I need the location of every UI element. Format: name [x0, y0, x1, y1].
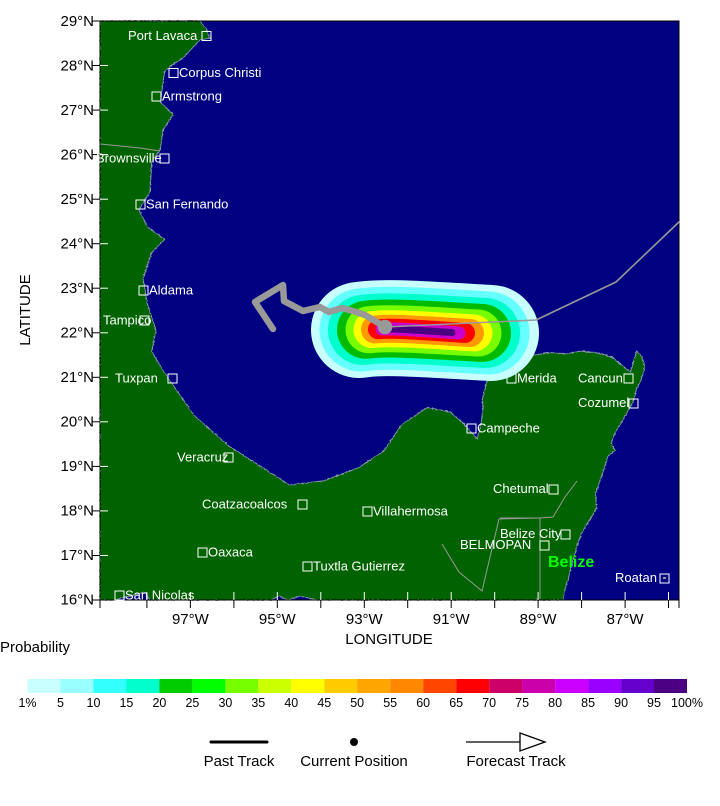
svg-text:Coatzacoalcos: Coatzacoalcos — [202, 497, 288, 512]
svg-text:San Nicolas: San Nicolas — [125, 588, 195, 603]
svg-text:20: 20 — [152, 696, 166, 710]
svg-text:27°N: 27°N — [60, 102, 94, 119]
svg-text:Cancun: Cancun — [578, 371, 623, 386]
svg-text:Chetumal: Chetumal — [493, 481, 549, 496]
svg-text:18°N: 18°N — [60, 503, 94, 520]
svg-text:26°N: 26°N — [60, 147, 94, 164]
svg-text:Tuxtla Gutierrez: Tuxtla Gutierrez — [313, 559, 405, 574]
svg-text:60: 60 — [416, 696, 430, 710]
svg-text:Current Position: Current Position — [300, 753, 408, 770]
svg-text:1%: 1% — [18, 696, 36, 710]
svg-text:15: 15 — [119, 696, 133, 710]
svg-text:55: 55 — [383, 696, 397, 710]
svg-text:22°N: 22°N — [60, 325, 94, 342]
svg-text:35: 35 — [251, 696, 265, 710]
svg-text:17°N: 17°N — [60, 547, 94, 564]
svg-text:Cozumel: Cozumel — [578, 395, 629, 410]
svg-text:89°W: 89°W — [520, 611, 558, 628]
svg-text:Port Lavaca: Port Lavaca — [128, 28, 198, 43]
svg-text:75: 75 — [515, 696, 529, 710]
svg-text:25°N: 25°N — [60, 191, 94, 208]
svg-text:Probability: Probability — [0, 639, 71, 656]
svg-text:Merida: Merida — [517, 371, 558, 386]
svg-text:93°W: 93°W — [346, 611, 384, 628]
svg-text:45: 45 — [317, 696, 331, 710]
svg-text:95: 95 — [647, 696, 661, 710]
svg-text:23°N: 23°N — [60, 280, 94, 297]
svg-text:LONGITUDE: LONGITUDE — [345, 631, 433, 648]
svg-text:16°N: 16°N — [60, 592, 94, 609]
svg-text:Brownsville: Brownsville — [96, 151, 162, 166]
svg-text:85: 85 — [581, 696, 595, 710]
svg-text:Belize: Belize — [548, 554, 594, 571]
svg-text:Villahermosa: Villahermosa — [373, 504, 449, 519]
svg-text:Veracruz: Veracruz — [177, 450, 228, 465]
svg-text:Aldama: Aldama — [149, 283, 194, 298]
svg-text:25: 25 — [185, 696, 199, 710]
svg-text:91°W: 91°W — [433, 611, 471, 628]
svg-text:70: 70 — [482, 696, 496, 710]
svg-text:80: 80 — [548, 696, 562, 710]
svg-text:BELMOPAN: BELMOPAN — [460, 537, 531, 552]
svg-text:19°N: 19°N — [60, 458, 94, 475]
svg-text:29°N: 29°N — [60, 13, 94, 30]
svg-text:Corpus Christi: Corpus Christi — [179, 65, 261, 80]
svg-text:40: 40 — [284, 696, 298, 710]
svg-text:28°N: 28°N — [60, 58, 94, 75]
svg-text:90: 90 — [614, 696, 628, 710]
svg-text:97°W: 97°W — [172, 611, 210, 628]
svg-text:10: 10 — [87, 696, 101, 710]
svg-text:50: 50 — [350, 696, 364, 710]
svg-text:Oaxaca: Oaxaca — [208, 545, 254, 560]
svg-text:95°W: 95°W — [259, 611, 297, 628]
svg-text:65: 65 — [449, 696, 463, 710]
svg-text:Campeche: Campeche — [477, 421, 540, 436]
svg-text:30: 30 — [218, 696, 232, 710]
svg-text:Tampico: Tampico — [103, 313, 151, 328]
svg-text:87°W: 87°W — [607, 611, 645, 628]
svg-text:100%: 100% — [671, 696, 703, 710]
svg-text:Tuxpan: Tuxpan — [115, 371, 158, 386]
svg-text:LATITUDE: LATITUDE — [17, 274, 34, 345]
svg-text:24°N: 24°N — [60, 236, 94, 253]
svg-text:5: 5 — [57, 696, 64, 710]
svg-text:Past Track: Past Track — [204, 753, 275, 770]
svg-text:Armstrong: Armstrong — [162, 89, 222, 104]
svg-text:21°N: 21°N — [60, 369, 94, 386]
svg-text:Roatan: Roatan — [615, 570, 657, 585]
svg-text:20°N: 20°N — [60, 414, 94, 431]
svg-text:San Fernando: San Fernando — [146, 197, 228, 212]
svg-text:Forecast Track: Forecast Track — [466, 753, 566, 770]
